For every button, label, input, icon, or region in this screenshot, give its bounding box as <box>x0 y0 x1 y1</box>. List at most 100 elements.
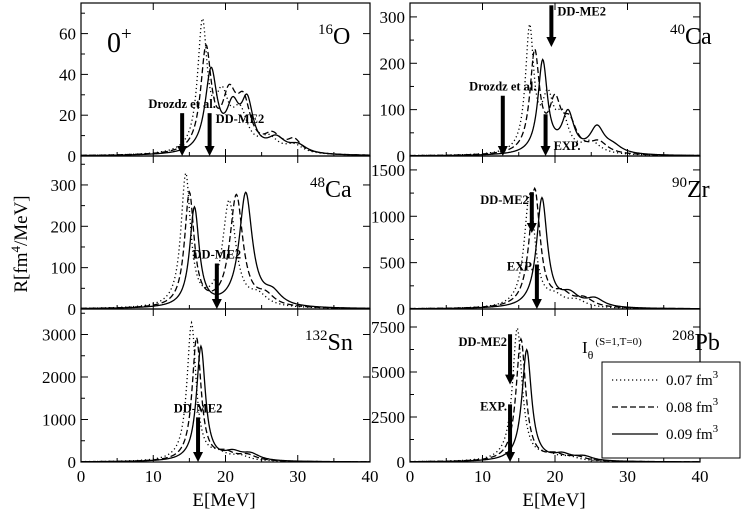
arrow-label: DD-ME2 <box>193 248 242 262</box>
panel-top-left: 0 20 40 60 16O Drozdz et al.DD-ME2 <box>59 2 371 166</box>
operator-label: Iθ(S=1,T=0) <box>582 336 642 362</box>
y-tick-label: 200 <box>380 54 406 73</box>
x-tick-label: 0 <box>406 467 415 486</box>
y-tick-label: 1000 <box>371 207 405 226</box>
y-tick-label: 0 <box>68 300 77 319</box>
nucleus-label: 48Ca <box>310 175 352 203</box>
panel-middle-left: 0 100 200 300 48Ca DD-ME2 <box>51 155 371 319</box>
y-tick-label: 0 <box>68 453 77 472</box>
nucleus-mass: 132 <box>305 328 328 344</box>
arrow-head <box>546 37 557 48</box>
arrow-head <box>526 222 537 233</box>
series-line-3 <box>410 348 700 462</box>
x-tick-label: 30 <box>619 467 636 486</box>
series-line-2 <box>81 335 370 462</box>
nucleus-mass: 90 <box>672 175 687 191</box>
y-tick-label: 500 <box>380 254 406 273</box>
multipole-parity: + <box>121 24 132 45</box>
arrow-head <box>211 299 222 309</box>
legend-text-008: 0.08 fm <box>666 400 713 416</box>
y-axis-title-tail: /MeV] <box>11 195 32 246</box>
arrow-head <box>531 299 542 309</box>
y-tick-label: 5000 <box>371 363 405 382</box>
legend-text-007: 0.07 fm <box>666 373 713 389</box>
y-axis-title-sup: 4 <box>8 246 23 253</box>
multipole-value: 0 <box>107 28 121 59</box>
x-tick-label: 10 <box>145 467 162 486</box>
y-tick-label: 40 <box>59 65 76 84</box>
y-tick-label: 3000 <box>42 326 76 345</box>
x-tick-label: 20 <box>547 467 564 486</box>
nucleus-label: 16O <box>318 22 350 50</box>
nucleus-symbol: O <box>333 24 350 50</box>
y-tick-label: 20 <box>59 106 76 125</box>
y-tick-label: 1000 <box>42 411 76 430</box>
y-tick-label: 0 <box>397 453 406 472</box>
legend-sup-008: 3 <box>713 396 719 408</box>
operator-superscript: (S=1,T=0) <box>595 336 642 348</box>
arrow-head <box>540 146 551 156</box>
y-tick-label: 100 <box>51 259 77 278</box>
x-axis-title-left: E[MeV] <box>192 490 255 511</box>
arrow-head <box>497 146 508 156</box>
x-tick-label: 40 <box>692 467 709 486</box>
y-tick-label: 100 <box>380 101 406 120</box>
panel-top-right: 0 100 200 300 40Ca DD-ME2 Drozdz et al. EXP. <box>380 2 712 166</box>
nucleus-label: 132Sn <box>305 328 353 356</box>
operator-subscript: θ <box>588 348 594 362</box>
arrow-label: Drozdz et al. <box>148 97 215 111</box>
panel-frame <box>409 155 701 310</box>
panel-bottom-left: 0 10 20 30 40 0 1000 2000 3000 132Sn DD-ME2 <box>42 308 379 486</box>
nucleus-mass: 208 <box>672 328 695 344</box>
nucleus-mass: 48 <box>310 175 325 191</box>
panel-bottom-right: 0 10 20 30 40 0 2500 5000 7500 208Pb DD-ME2 EXP. <box>371 308 720 486</box>
legend-label-008: 0.08 fm3 <box>666 396 719 416</box>
nucleus-symbol: Ca <box>685 24 712 50</box>
y-tick-label: 300 <box>51 176 77 195</box>
y-tick-label: 0 <box>397 147 406 166</box>
arrow-label: DD-ME2 <box>216 112 265 126</box>
series-line-3 <box>81 66 370 156</box>
nucleus-symbol: Ca <box>325 177 352 203</box>
nucleus-symbol: Pb <box>695 330 720 356</box>
y-tick-label: 300 <box>380 8 406 27</box>
legend-text-009: 0.09 fm <box>666 427 713 443</box>
arrow-head <box>177 146 188 156</box>
x-tick-label: 10 <box>474 467 491 486</box>
y-tick-label: 200 <box>51 217 77 236</box>
arrow-label: DD-ME2 <box>174 401 223 415</box>
legend-label-007: 0.07 fm3 <box>666 369 719 389</box>
y-tick-label: 2000 <box>42 368 76 387</box>
multipole-label: 0+ <box>107 24 132 59</box>
arrow-label: EXP. <box>554 139 581 153</box>
y-axis-title-main: R[fm <box>11 252 32 292</box>
arrow-head <box>193 452 204 462</box>
series-line-1 <box>410 22 700 156</box>
nucleus-label: 40Ca <box>670 22 712 50</box>
y-tick-label: 1500 <box>371 161 405 180</box>
series-line-2 <box>81 43 370 156</box>
nucleus-mass: 40 <box>670 22 685 38</box>
y-tick-label: 7500 <box>371 318 405 337</box>
arrow-label: EXP. <box>507 259 534 273</box>
y-tick-label: 0 <box>397 300 406 319</box>
y-tick-label: 60 <box>59 25 76 44</box>
x-tick-label: 20 <box>217 467 234 486</box>
panel-middle-right: 0 500 1000 1500 90Zr DD-ME2 EXP. <box>371 155 710 319</box>
nucleus-label: 208Pb <box>672 328 720 356</box>
legend-sup-009: 3 <box>713 423 719 435</box>
y-tick-label: 2500 <box>371 408 405 427</box>
arrow-label: EXP. <box>480 399 507 413</box>
series-line-3 <box>81 191 370 309</box>
series-line-3 <box>410 196 700 309</box>
arrow-head <box>204 146 215 156</box>
nucleus-symbol: Sn <box>328 330 353 356</box>
series-line-3 <box>410 58 700 156</box>
series-line-3 <box>81 344 370 462</box>
series-line-1 <box>410 192 700 309</box>
legend-box <box>601 361 741 459</box>
nucleus-label: 90Zr <box>672 175 710 203</box>
y-axis-title: R[fm4/MeV] <box>8 195 32 292</box>
